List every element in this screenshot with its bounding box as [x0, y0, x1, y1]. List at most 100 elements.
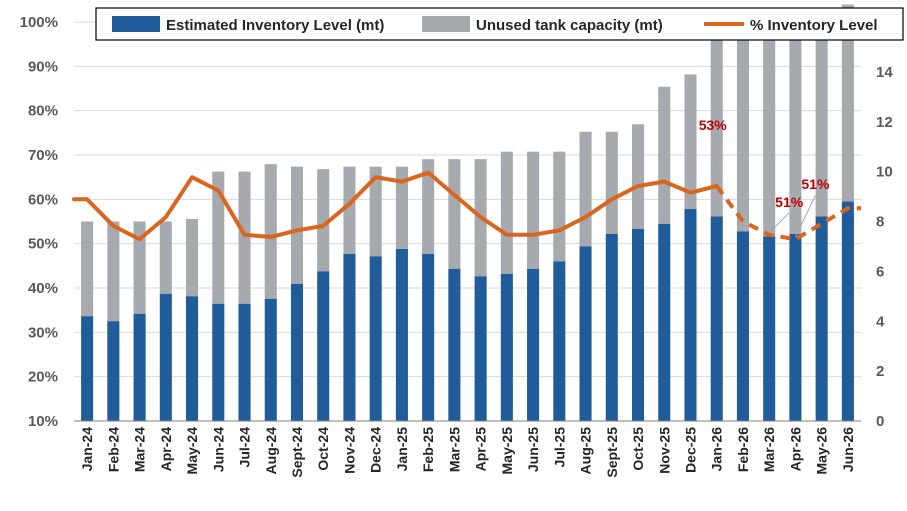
bar-inventory [815, 216, 828, 421]
x-tick-label: Jun-26 [840, 427, 856, 472]
y-left-tick-label: 100% [20, 14, 58, 31]
y-left-tick-label: 30% [28, 324, 58, 341]
x-tick-label: Oct-24 [315, 427, 331, 471]
bar-unused-capacity [658, 86, 671, 224]
x-tick-label: Nov-25 [656, 427, 672, 474]
y-right-tick-label: 6 [876, 263, 884, 280]
bar-unused-capacity [133, 221, 146, 314]
x-tick-label: Sept-25 [604, 427, 620, 478]
bar-inventory [395, 248, 408, 421]
percent-line-forecast [715, 184, 861, 242]
bar-unused-capacity [212, 171, 225, 304]
bar-unused-capacity [710, 31, 723, 217]
bar-unused-capacity [369, 166, 382, 257]
y-left-tick-label: 20% [28, 369, 58, 386]
bar-unused-capacity [527, 151, 540, 269]
x-tick-label: Jul-24 [237, 427, 253, 468]
x-tick-label: Apr-26 [787, 427, 803, 472]
x-tick-label: Dec-25 [682, 427, 698, 473]
bar-inventory [238, 303, 251, 421]
x-tick-label: Mar-24 [132, 427, 148, 472]
legend-swatch-unused [422, 16, 470, 32]
x-tick-label: May-25 [499, 427, 515, 475]
bar-inventory [500, 273, 513, 421]
x-tick-label: Mar-26 [761, 427, 777, 472]
x-tick-label: Jan-25 [394, 427, 410, 472]
legend-label-inventory: Estimated Inventory Level (mt) [166, 17, 384, 34]
legend-label-percent: % Inventory Level [750, 17, 878, 34]
bar-inventory [422, 253, 435, 421]
legend-label-unused: Unused tank capacity (mt) [476, 17, 663, 34]
bar-unused-capacity [238, 171, 251, 304]
bar-inventory [527, 268, 540, 421]
bar-unused-capacity [264, 164, 277, 299]
bar-inventory [212, 303, 225, 421]
y-right-tick-label: 14 [876, 64, 893, 81]
x-tick-label: Feb-25 [420, 427, 436, 472]
bar-unused-capacity [422, 159, 435, 254]
y-left-tick-label: 40% [28, 280, 58, 297]
annotation-leader [768, 212, 790, 234]
x-tick-label: Mar-25 [446, 427, 462, 472]
y-right-tick-label: 0 [876, 413, 884, 430]
bar-inventory [159, 293, 172, 421]
bar-inventory [553, 261, 566, 421]
x-tick-label: Nov-24 [341, 427, 357, 474]
x-tick-label: Jun-25 [525, 427, 541, 472]
bar-inventory [133, 313, 146, 421]
x-tick-label: May-26 [814, 427, 830, 475]
y-right-tick-label: 10 [876, 164, 893, 181]
x-tick-label: Apr-25 [473, 427, 489, 472]
x-tick-label: Jun-24 [210, 427, 226, 472]
x-tick-label: Feb-24 [105, 427, 121, 472]
bar-unused-capacity [579, 131, 592, 247]
bar-unused-capacity [186, 219, 199, 297]
bar-unused-capacity [317, 169, 330, 272]
y-right-tick-label: 12 [876, 114, 893, 131]
y-right-tick-label: 2 [876, 363, 884, 380]
x-tick-label: Aug-25 [578, 427, 594, 475]
percent-line-actual [72, 170, 719, 242]
x-tick-label: May-24 [184, 427, 200, 475]
bar-inventory [710, 216, 723, 421]
x-tick-label: Apr-24 [158, 427, 174, 472]
annotation-leader [712, 135, 718, 185]
annotation-label: 51% [801, 176, 830, 192]
bar-inventory [736, 231, 749, 421]
bar-inventory [474, 276, 487, 421]
bar-unused-capacity [448, 159, 461, 269]
bar-inventory [605, 233, 618, 421]
legend-box [95, 7, 904, 41]
bar-unused-capacity [684, 74, 697, 210]
bar-inventory [290, 283, 304, 421]
y-right-tick-label: 4 [876, 313, 885, 330]
axes: 10% 20% 30% 40% 50% 60% 70% 80% 90% 100% 0 2 4 6 8 10 12… [20, 14, 894, 478]
bar-inventory [763, 236, 776, 421]
bars [81, 4, 854, 421]
bar-inventory [186, 296, 199, 421]
legend-swatch-inventory [112, 16, 160, 32]
bar-inventory [684, 209, 697, 421]
bar-unused-capacity [815, 17, 828, 217]
bar-unused-capacity [553, 151, 566, 262]
bar-inventory [658, 223, 671, 421]
y-left-tick-label: 80% [28, 103, 58, 120]
y-left-tick-label: 10% [28, 413, 58, 430]
bar-inventory [841, 201, 854, 421]
bar-unused-capacity [500, 151, 513, 274]
x-tick-label: Jul-25 [551, 427, 567, 468]
bar-inventory [264, 298, 277, 421]
bar-inventory [579, 246, 592, 421]
bar-inventory [343, 253, 356, 421]
bar-unused-capacity [290, 166, 304, 284]
bar-unused-capacity [841, 4, 854, 202]
bar-unused-capacity [159, 221, 172, 294]
bar-unused-capacity [736, 31, 749, 232]
inventory-line [72, 170, 861, 242]
annotation-label: 53% [699, 117, 728, 133]
bar-unused-capacity [343, 166, 356, 254]
bar-inventory [789, 233, 802, 421]
x-tick-label: Aug-24 [263, 427, 279, 475]
bar-inventory [631, 228, 645, 421]
bar-unused-capacity [763, 29, 776, 237]
